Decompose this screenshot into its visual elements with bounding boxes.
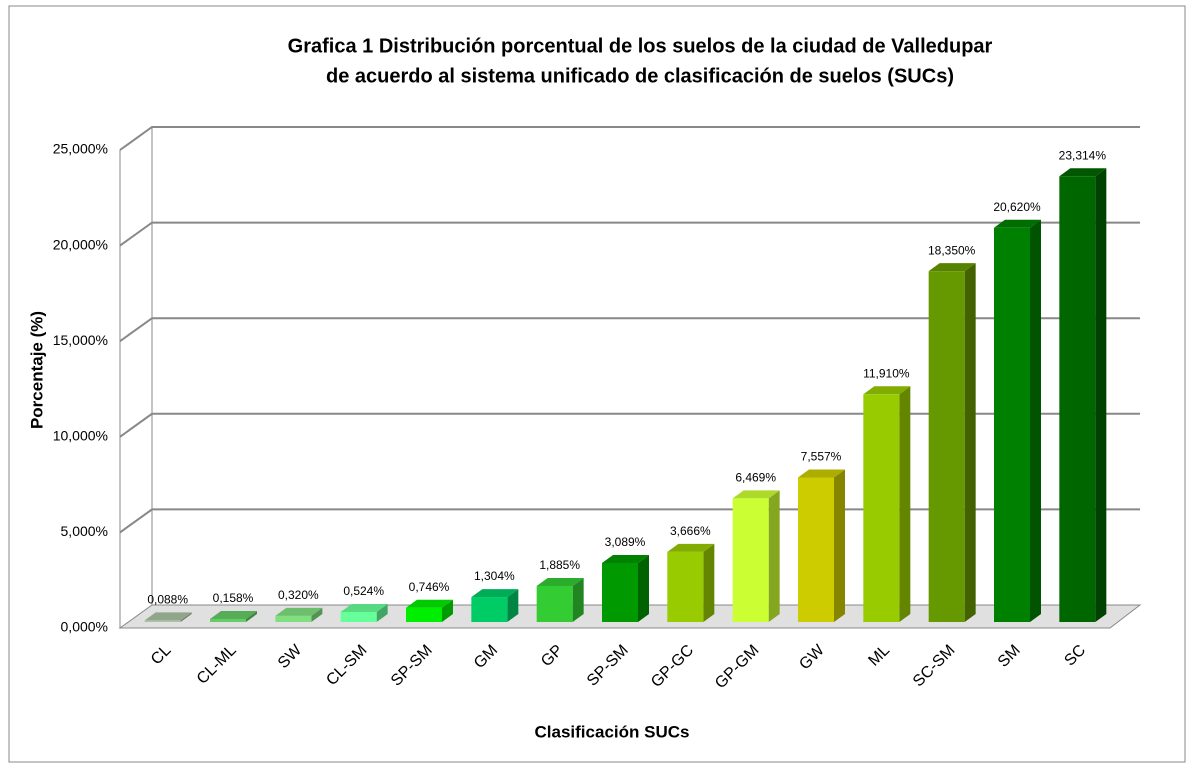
bar-top xyxy=(994,219,1041,228)
bar xyxy=(994,219,1041,622)
bar-front xyxy=(994,227,1030,622)
value-label: 11,910% xyxy=(863,366,910,380)
bar-top xyxy=(210,610,257,619)
bar-side xyxy=(1095,168,1107,622)
value-label: 1,304% xyxy=(474,569,515,583)
bar xyxy=(798,469,845,622)
bar-side xyxy=(834,469,845,622)
value-label: 0,320% xyxy=(278,588,319,602)
value-label: 23,314% xyxy=(1059,148,1107,162)
chart-title: de acuerdo al sistema unificado de clasi… xyxy=(326,65,954,87)
bar-top xyxy=(732,490,780,499)
bar-top xyxy=(928,263,976,272)
bar xyxy=(602,554,649,622)
bar-front xyxy=(275,615,312,622)
bar-top xyxy=(275,607,323,616)
y-axis-title: Porcentaje (%) xyxy=(27,311,46,429)
x-axis-title: Clasificación SUCs xyxy=(535,722,690,741)
y-tick-label: 15,000% xyxy=(53,332,108,348)
bar xyxy=(732,490,780,622)
bar-side xyxy=(376,603,388,622)
bar-top xyxy=(471,589,519,598)
bar-side xyxy=(768,490,780,622)
y-tick-label: 10,000% xyxy=(53,428,108,444)
bar xyxy=(471,589,519,622)
bar-front xyxy=(406,607,442,622)
bar xyxy=(536,577,584,622)
chart-title: Grafica 1 Distribución porcentual de los… xyxy=(288,35,993,57)
bar-top xyxy=(798,469,845,478)
bar-top xyxy=(144,612,192,621)
bar-front xyxy=(602,562,638,622)
bar-top xyxy=(863,386,911,395)
grid-line xyxy=(119,317,1140,343)
bar-top xyxy=(536,577,584,586)
bar-front xyxy=(667,551,704,622)
bar xyxy=(144,612,192,622)
bar-side xyxy=(507,589,519,622)
bar xyxy=(210,610,257,622)
bar-side xyxy=(246,610,257,622)
bar-front xyxy=(210,618,246,622)
value-label: 3,089% xyxy=(605,535,646,549)
bar xyxy=(275,607,323,622)
value-label: 7,557% xyxy=(801,450,842,464)
bar xyxy=(928,263,976,622)
bar xyxy=(406,599,453,622)
bar-front xyxy=(798,477,834,622)
bar-top xyxy=(602,554,649,563)
bar-side xyxy=(311,607,323,622)
bar-side xyxy=(703,543,715,622)
value-label: 6,469% xyxy=(735,470,776,484)
bar-top xyxy=(1059,168,1107,177)
bar-side xyxy=(638,554,649,622)
grid-line xyxy=(119,126,1140,151)
bar-side xyxy=(1030,219,1041,622)
bar-front xyxy=(1059,176,1096,622)
grid-line xyxy=(119,221,1140,247)
bar-front xyxy=(144,620,181,622)
bar-side xyxy=(572,577,584,622)
bar xyxy=(863,386,911,622)
y-tick-label: 0,000% xyxy=(61,619,108,635)
value-label: 0,524% xyxy=(343,584,384,598)
value-label: 3,666% xyxy=(670,524,711,538)
bar-front xyxy=(732,498,769,622)
bar-top xyxy=(406,599,453,608)
value-label: 0,158% xyxy=(213,591,254,605)
bar-front xyxy=(536,585,573,622)
bar-side xyxy=(899,386,911,622)
grid-line xyxy=(119,412,1140,438)
bar-side xyxy=(964,263,976,622)
bar-front xyxy=(863,394,900,622)
value-label: 0,088% xyxy=(147,592,188,606)
bar xyxy=(340,603,388,622)
bar-front xyxy=(340,611,377,622)
bar xyxy=(667,543,715,622)
bar xyxy=(1059,168,1107,622)
bar-side xyxy=(442,599,453,622)
bar-front xyxy=(471,597,508,622)
bar-top xyxy=(340,603,388,612)
value-label: 0,746% xyxy=(409,580,450,594)
value-label: 20,620% xyxy=(993,200,1041,214)
y-tick-label: 5,000% xyxy=(61,523,108,539)
y-tick-label: 20,000% xyxy=(53,236,108,252)
chart-border xyxy=(8,5,1186,763)
bar-top xyxy=(667,543,715,552)
bar-front xyxy=(928,271,965,622)
value-label: 1,885% xyxy=(539,558,580,572)
value-label: 18,350% xyxy=(928,243,976,257)
y-tick-label: 25,000% xyxy=(53,141,108,157)
bar-side xyxy=(180,612,192,622)
